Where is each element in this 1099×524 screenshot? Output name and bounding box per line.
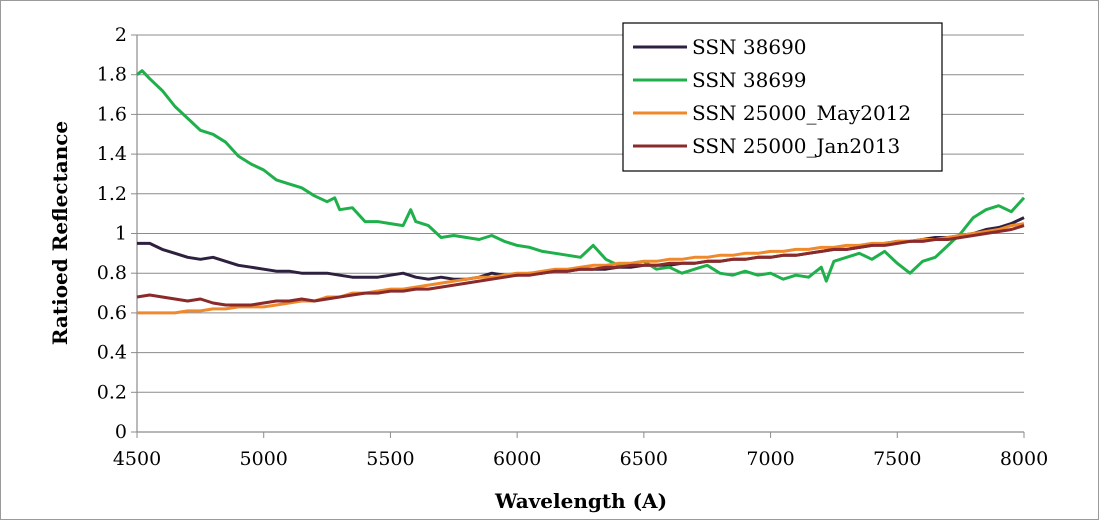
y-tick-label: 0.2 — [97, 381, 127, 403]
y-tick-label: 1.4 — [97, 143, 127, 165]
legend: SSN 38690 SSN 38699 SSN 25000_May2012 SSN 2… — [622, 22, 943, 172]
x-tick-label: 8000 — [1000, 448, 1048, 470]
y-tick-label: 0 — [115, 421, 127, 443]
legend-label-4: SSN 25000_Jan2013 — [692, 134, 900, 158]
x-tick-label: 6500 — [620, 448, 668, 470]
series-line-3 — [137, 222, 1025, 315]
y-tick-label: 1.8 — [97, 64, 127, 86]
legend-label-1: SSN 38690 — [692, 35, 807, 59]
axes-layer — [131, 34, 1025, 438]
y-tick-label: 0.6 — [97, 302, 127, 324]
x-tick-label: 4500 — [113, 448, 161, 470]
y-axis-title: Ratioed Reflectance — [48, 121, 72, 345]
x-tick-label: 7000 — [746, 448, 794, 470]
x-tick-label: 5000 — [240, 448, 288, 470]
x-tick-label: 5500 — [366, 448, 414, 470]
series-layer — [136, 69, 1026, 315]
y-tick-label: 0.4 — [97, 342, 127, 364]
x-axis-title: Wavelength (A) — [494, 489, 667, 513]
series-line-4 — [136, 224, 1025, 307]
series-line-2 — [136, 69, 1026, 283]
x-tick-label: 7500 — [873, 448, 921, 470]
y-tick-label: 2 — [115, 24, 127, 46]
y-tick-label: 1.6 — [97, 103, 127, 125]
y-tick-label: 1 — [115, 223, 127, 245]
legend-label-2: SSN 38699 — [692, 68, 807, 92]
legend-label-3: SSN 25000_May2012 — [692, 101, 911, 125]
ticks-layer: 0 0.2 0.4 0.6 0.8 1 1.2 1.4 1.6 1.8 2 4500 5000 5500 6… — [97, 24, 1048, 470]
y-tick-label: 1.2 — [97, 183, 127, 205]
x-tick-label: 6000 — [493, 448, 541, 470]
y-tick-label: 0.8 — [97, 262, 127, 284]
